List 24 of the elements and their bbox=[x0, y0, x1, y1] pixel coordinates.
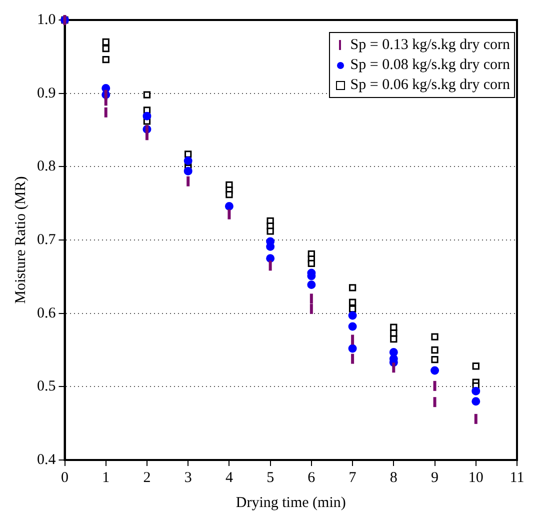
x-tick-label: 3 bbox=[184, 470, 192, 486]
legend-label: Sp = 0.06 kg/s.kg dry corn bbox=[350, 76, 510, 95]
x-tick-label: 5 bbox=[266, 470, 274, 486]
x-tick-label: 2 bbox=[143, 470, 151, 486]
y-tick-label: 0.5 bbox=[37, 378, 56, 395]
y-tick-label: 0.4 bbox=[37, 452, 56, 468]
x-tick-label: 0 bbox=[61, 470, 68, 486]
y-tick-label: 0.6 bbox=[37, 305, 56, 322]
x-tick-label: 6 bbox=[308, 470, 316, 486]
x-tick-label: 8 bbox=[390, 470, 398, 486]
y-tick-label: 0.7 bbox=[37, 232, 56, 248]
legend-label: Sp = 0.13 kg/s.kg dry corn bbox=[350, 36, 510, 55]
x-tick-label: 1 bbox=[102, 470, 110, 486]
x-tick-label: 9 bbox=[431, 470, 439, 486]
x-tick-label: 11 bbox=[510, 470, 524, 486]
y-tick-label: 0.8 bbox=[37, 158, 56, 175]
y-tick-label: 1.0 bbox=[37, 12, 56, 28]
x-tick-label: 7 bbox=[348, 470, 357, 486]
x-tick-label: 10 bbox=[468, 470, 484, 486]
legend-label: Sp = 0.08 kg/s.kg dry corn bbox=[350, 56, 510, 75]
y-tick-label: 0.9 bbox=[37, 85, 56, 102]
y-axis-title: Moisture Ratio (MR) bbox=[12, 176, 29, 304]
x-axis-title: Drying time (min) bbox=[236, 494, 346, 511]
x-tick-label: 4 bbox=[225, 470, 234, 486]
